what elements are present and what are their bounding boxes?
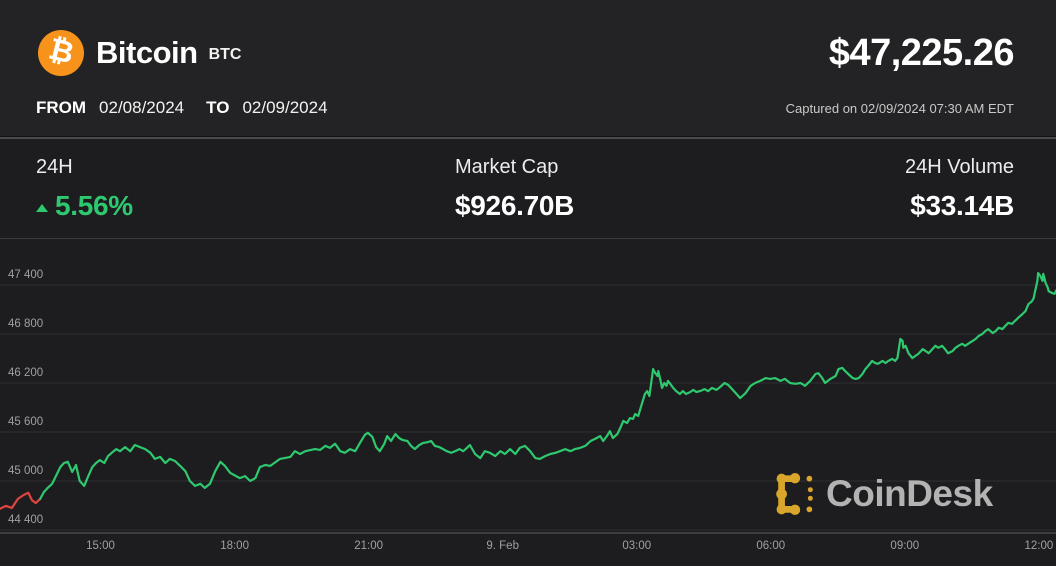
svg-text:21:00: 21:00 [354,540,383,552]
stats-row: 24H 5.56% Market Cap $926.70B 24H Volume… [0,139,1056,238]
coin-name: Bitcoin [96,35,198,70]
change-label: 24H [36,156,73,178]
svg-text:15:00: 15:00 [86,540,115,552]
volume-label: 24H Volume [905,156,1014,178]
coindesk-icon [776,473,813,515]
svg-text:46 200: 46 200 [8,367,43,379]
from-date: 02/08/2024 [99,98,185,117]
svg-text:9. Feb: 9. Feb [486,540,519,552]
svg-text:18:00: 18:00 [220,540,249,552]
date-range-row: FROM 02/08/2024 TO 02/09/2024 Captured o… [0,98,1056,120]
stat-24h-change: 24H 5.56% [36,155,455,238]
header-banner: ₿ Bitcoin BTC $47,225.26 FROM 02/08/2024… [0,0,1056,139]
svg-text:45 000: 45 000 [8,465,43,477]
svg-text:44 400: 44 400 [8,514,43,526]
price-chart: 47 400 46 800 46 200 45 600 45 000 44 400 15:0… [0,238,1056,566]
coin-ticker: BTC [208,46,242,63]
current-price: $47,225.26 [828,31,1015,74]
bitcoin-icon: ₿ [38,30,84,76]
market-cap-label: Market Cap [455,156,559,178]
coin-identity: ₿ Bitcoin BTC [38,30,241,76]
volume-value: $33.14B [910,190,1014,221]
header-row: ₿ Bitcoin BTC $47,225.26 [0,0,1056,78]
market-cap-value: $926.70B [455,190,575,221]
to-date: 02/09/2024 [242,98,328,117]
date-range: FROM 02/08/2024 TO 02/09/2024 [36,98,328,118]
to-label: TO [206,98,230,117]
header-divider [0,136,1056,139]
svg-text:03:00: 03:00 [622,540,651,552]
chart-canvas[interactable]: 47 400 46 800 46 200 45 600 45 000 44 400 15:0… [0,238,1056,566]
coindesk-wordmark: CoinDesk [826,473,993,514]
svg-text:09:00: 09:00 [890,540,919,552]
stat-24h-volume: 24H Volume $33.14B [905,155,1014,238]
up-triangle-icon [36,204,48,212]
change-value: 5.56% [55,190,133,221]
svg-text:45 600: 45 600 [8,416,43,428]
svg-text:47 400: 47 400 [8,269,43,281]
change-value-wrap: 5.56% [36,190,455,222]
btc-glyph: ₿ [45,31,78,72]
svg-text:12:00: 12:00 [1024,540,1053,552]
stat-market-cap: Market Cap $926.70B [455,155,905,238]
svg-text:46 800: 46 800 [8,318,43,330]
captured-timestamp: Captured on 02/09/2024 07:30 AM EDT [785,101,1014,116]
from-label: FROM [36,98,87,117]
svg-text:06:00: 06:00 [756,540,785,552]
coindesk-watermark: CoinDesk [772,470,993,518]
